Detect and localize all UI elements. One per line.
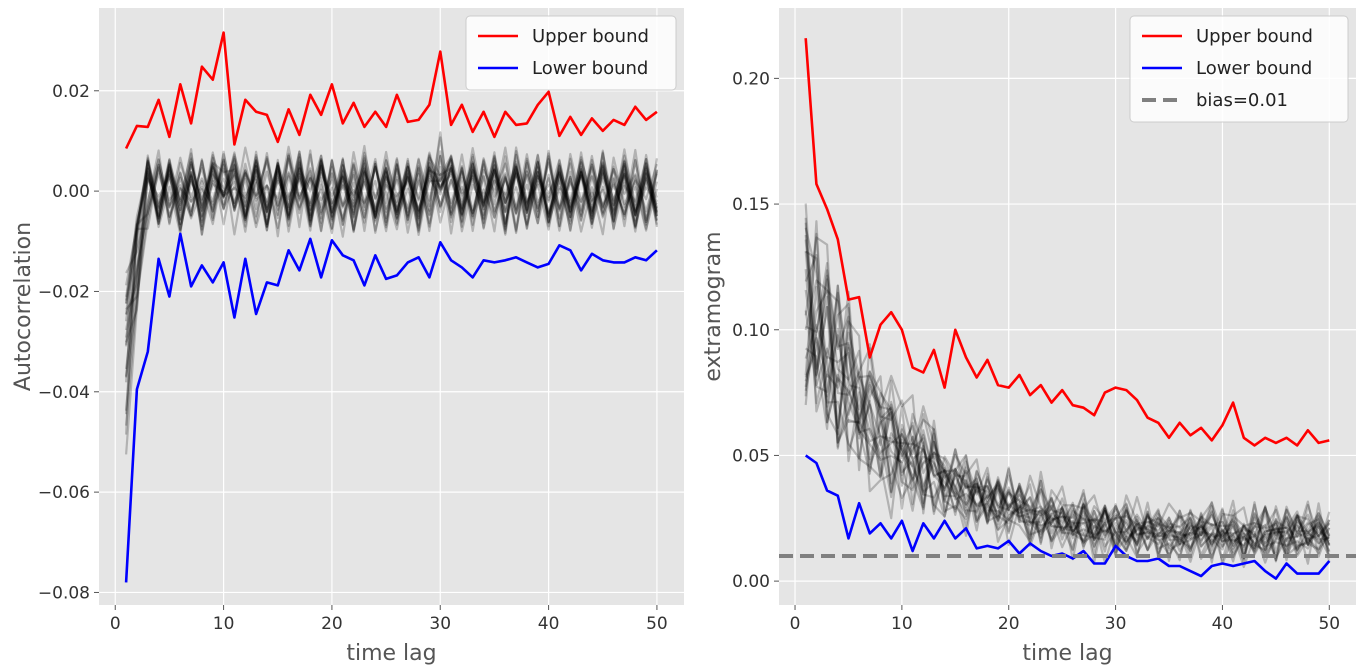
simulation-line — [125, 155, 658, 345]
legend-label: Lower bound — [532, 58, 648, 79]
series-upper-bound — [804, 38, 1330, 447]
simulation-line — [125, 136, 658, 274]
simulation-line — [804, 269, 1331, 556]
y-tick-label: 0.00 — [52, 182, 90, 202]
simulation-line — [804, 236, 1331, 562]
x-tick-label: 0 — [110, 614, 121, 634]
y-axis-label: Autocorrelation — [11, 222, 36, 391]
simulation-line — [125, 147, 658, 304]
x-tick-label: 40 — [538, 614, 560, 634]
series-lower-bound — [124, 232, 658, 583]
y-tick-label: 0.00 — [732, 572, 770, 592]
simulation-line — [804, 220, 1330, 554]
y-axis-label: extramogram — [701, 231, 726, 381]
simulation-line — [125, 145, 658, 311]
simulation-line — [804, 234, 1331, 563]
x-tick-label: 20 — [998, 614, 1020, 634]
simulation-line — [125, 150, 658, 383]
simulation-line — [125, 151, 658, 377]
legend-label: Upper bound — [1196, 26, 1313, 47]
simulation-line — [125, 148, 658, 286]
simulation-line — [125, 146, 658, 415]
simulation-line — [125, 157, 658, 338]
x-tick-label: 40 — [1212, 614, 1234, 634]
simulation-line — [125, 156, 658, 297]
x-tick-label: 50 — [1318, 614, 1340, 634]
y-tick-label: −0.02 — [38, 282, 90, 302]
y-tick-label: 0.20 — [732, 69, 770, 89]
x-tick-label: 10 — [213, 614, 235, 634]
simulation-line — [804, 251, 1331, 562]
simulation-line — [804, 227, 1331, 561]
simulation-line — [125, 153, 658, 343]
simulation-line — [805, 250, 1331, 564]
simulation-line — [125, 151, 658, 370]
plot-lines — [779, 38, 1356, 580]
legend-box — [1129, 15, 1349, 123]
simulation-line — [125, 160, 658, 322]
legend-label: Upper bound — [532, 26, 649, 47]
simulation-line — [804, 285, 1331, 558]
legend-label: Lower bound — [1196, 58, 1312, 79]
simulation-line — [125, 157, 658, 426]
simulation-line — [805, 284, 1331, 562]
simulation-line — [804, 302, 1331, 559]
series-upper-bound — [124, 31, 658, 150]
simulation-line — [804, 232, 1331, 563]
legend-label: bias=0.01 — [1196, 90, 1288, 111]
series-lower-bound — [804, 454, 1331, 580]
plot-lines — [124, 31, 658, 583]
simulation-line — [805, 278, 1331, 558]
x-tick-label: 20 — [321, 614, 343, 634]
simulation-line — [125, 149, 658, 301]
y-tick-label: −0.06 — [38, 483, 90, 503]
simulation-line — [125, 149, 658, 316]
simulation-line — [804, 289, 1331, 562]
legend-box — [465, 15, 677, 91]
y-tick-label: 0.15 — [732, 195, 770, 215]
simulation-line — [804, 290, 1330, 559]
simulation-line — [804, 295, 1331, 564]
simulation-line — [804, 291, 1331, 556]
simulation-line — [125, 150, 658, 331]
extramogram-chart: 0 10 20 30 40 50 0.00 0.05 0.10 0.15 0.20 time lag e… — [701, 8, 1356, 666]
y-tick-label: 0.10 — [732, 321, 770, 341]
y-tick-label: −0.08 — [38, 583, 90, 603]
x-tick-label: 0 — [790, 614, 801, 634]
simulation-line — [125, 144, 658, 305]
y-tick-label: 0.02 — [52, 82, 90, 102]
x-tick-label: 30 — [429, 614, 451, 634]
legend: Upper bound Lower bound bias=0.01 — [1129, 15, 1349, 123]
x-tick-label: 30 — [1105, 614, 1127, 634]
simulation-line — [125, 151, 658, 378]
simulation-line — [804, 222, 1331, 569]
simulation-line — [804, 262, 1331, 560]
legend: Upper bound Lower bound — [465, 15, 677, 91]
simulation-line — [804, 279, 1331, 558]
simulation-line — [804, 269, 1331, 566]
x-tick-label: 50 — [646, 614, 668, 634]
x-axis-label: time lag — [1022, 641, 1112, 666]
simulation-line — [125, 155, 658, 315]
simulation-line — [125, 131, 658, 347]
simulation-line — [804, 253, 1331, 556]
simulation-line — [125, 150, 658, 411]
simulation-line — [804, 203, 1331, 561]
y-tick-label: −0.04 — [38, 383, 90, 403]
y-tick-label: 0.05 — [732, 446, 770, 466]
autocorrelation-chart: 0 10 20 30 40 50 −0.08 −0.06 −0.04 −0.02 0.00 0.02 t… — [11, 8, 684, 666]
x-tick-label: 10 — [891, 614, 913, 634]
x-axis-label: time lag — [346, 641, 436, 666]
simulation-line — [125, 149, 658, 435]
simulation-line — [125, 151, 658, 455]
plot-area — [99, 8, 684, 605]
simulation-line — [804, 239, 1330, 564]
